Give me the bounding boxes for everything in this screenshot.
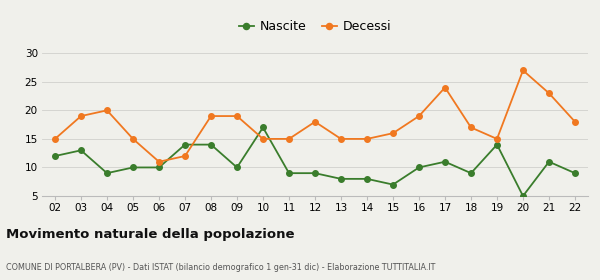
Nascite — [442, 160, 449, 164]
Nascite — [389, 183, 397, 186]
Decessi — [389, 132, 397, 135]
Decessi — [286, 137, 293, 141]
Decessi — [233, 115, 241, 118]
Legend: Nascite, Decessi: Nascite, Decessi — [233, 15, 397, 38]
Decessi — [493, 137, 500, 141]
Nascite — [181, 143, 188, 146]
Decessi — [364, 137, 371, 141]
Decessi — [181, 154, 188, 158]
Decessi — [545, 92, 553, 95]
Nascite — [364, 177, 371, 181]
Nascite — [233, 166, 241, 169]
Decessi — [155, 160, 163, 164]
Decessi — [77, 115, 85, 118]
Nascite — [155, 166, 163, 169]
Nascite — [52, 154, 59, 158]
Decessi — [337, 137, 344, 141]
Nascite — [311, 171, 319, 175]
Decessi — [52, 137, 59, 141]
Decessi — [467, 126, 475, 129]
Nascite — [415, 166, 422, 169]
Decessi — [311, 120, 319, 123]
Line: Nascite: Nascite — [52, 125, 578, 199]
Nascite — [520, 194, 527, 198]
Decessi — [520, 69, 527, 72]
Nascite — [130, 166, 137, 169]
Line: Decessi: Decessi — [52, 67, 578, 165]
Nascite — [259, 126, 266, 129]
Nascite — [77, 149, 85, 152]
Nascite — [571, 171, 578, 175]
Decessi — [571, 120, 578, 123]
Nascite — [337, 177, 344, 181]
Text: Movimento naturale della popolazione: Movimento naturale della popolazione — [6, 228, 295, 241]
Nascite — [286, 171, 293, 175]
Decessi — [130, 137, 137, 141]
Nascite — [467, 171, 475, 175]
Decessi — [259, 137, 266, 141]
Text: COMUNE DI PORTALBERA (PV) - Dati ISTAT (bilancio demografico 1 gen-31 dic) - Ela: COMUNE DI PORTALBERA (PV) - Dati ISTAT (… — [6, 263, 436, 272]
Decessi — [208, 115, 215, 118]
Nascite — [545, 160, 553, 164]
Nascite — [493, 143, 500, 146]
Decessi — [103, 109, 110, 112]
Decessi — [442, 86, 449, 89]
Decessi — [415, 115, 422, 118]
Nascite — [103, 171, 110, 175]
Nascite — [208, 143, 215, 146]
